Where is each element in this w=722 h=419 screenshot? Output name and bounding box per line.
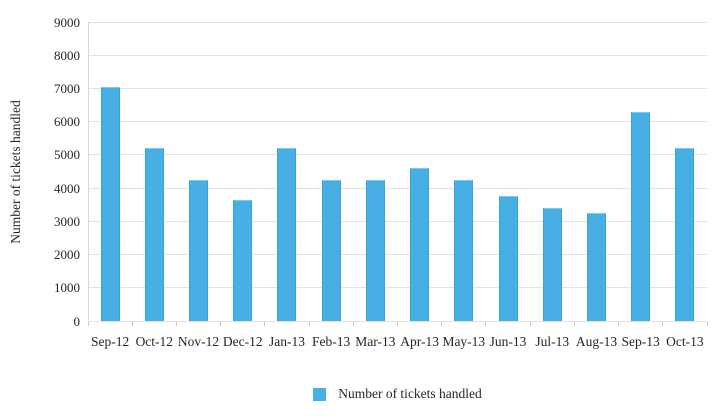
- x-tick-mark: [264, 322, 266, 326]
- bar-oct-12: [144, 148, 164, 321]
- y-tick-label: 6000: [54, 114, 80, 130]
- gridline: [88, 254, 707, 256]
- bar-feb-13: [321, 179, 341, 321]
- x-tick-mark: [220, 322, 222, 326]
- x-tick-label: Nov-12: [177, 334, 220, 349]
- x-tick-mark: [175, 322, 177, 326]
- x-tick-label: Jun-13: [489, 334, 527, 349]
- x-tick-label: Jul-13: [535, 334, 570, 349]
- y-axis-title: Number of tickets handled: [8, 100, 23, 244]
- legend-swatch: [313, 387, 327, 401]
- gridline: [88, 320, 707, 322]
- x-tick-mark: [662, 322, 664, 326]
- x-tick-mark: [87, 322, 89, 326]
- bar-apr-13: [410, 168, 430, 321]
- bar-aug-13: [586, 213, 606, 321]
- x-tick-mark: [441, 322, 443, 326]
- x-tick-mark: [308, 322, 310, 326]
- x-tick-label: Oct-12: [135, 334, 174, 349]
- gridline: [88, 54, 707, 56]
- x-tick-mark: [529, 322, 531, 326]
- gridline: [88, 154, 707, 156]
- bar-dec-12: [233, 199, 253, 321]
- gridline: [88, 287, 707, 289]
- y-tick-label: 7000: [54, 80, 80, 96]
- x-tick-mark: [485, 322, 487, 326]
- gridline: [88, 187, 707, 189]
- y-axis-line: [87, 22, 89, 321]
- bar-nov-12: [189, 179, 209, 321]
- bar-sep-13: [631, 111, 651, 321]
- y-tick-label: 0: [73, 313, 81, 329]
- y-tick-label: 5000: [54, 147, 80, 163]
- bar-mar-13: [365, 179, 385, 321]
- x-tick-mark: [573, 322, 575, 326]
- x-tick-label: Oct-13: [666, 334, 704, 349]
- x-tick-label: Jan-13: [268, 334, 305, 349]
- x-tick-mark: [397, 322, 398, 326]
- x-tick-label: Mar-13: [355, 334, 396, 349]
- gridline: [88, 121, 707, 123]
- gridline: [88, 87, 707, 89]
- legend-label: Number of tickets handled: [338, 386, 482, 401]
- y-tick-label: 1000: [54, 280, 80, 296]
- x-tick-label: Sep-12: [90, 334, 130, 349]
- x-tick-label: Apr-13: [400, 334, 439, 349]
- x-tick-label: Dec-12: [222, 334, 263, 349]
- bar-jan-13: [277, 148, 297, 321]
- x-tick-label: Sep-13: [621, 334, 660, 349]
- x-tick-label: Feb-13: [312, 334, 351, 349]
- x-tick-mark: [706, 322, 708, 326]
- x-tick-mark: [618, 322, 620, 326]
- y-tick-label: 9000: [54, 14, 80, 30]
- bar-jul-13: [542, 208, 562, 321]
- y-tick-label: 8000: [54, 47, 80, 63]
- y-tick-label: 4000: [54, 180, 80, 196]
- x-tick-label: May-13: [442, 334, 486, 349]
- bar-oct-13: [675, 148, 695, 321]
- bar-may-13: [454, 179, 474, 321]
- bar-sep-12: [100, 86, 120, 321]
- bar-jun-13: [498, 196, 518, 321]
- y-tick-label: 3000: [54, 213, 80, 229]
- x-tick-mark: [131, 322, 133, 326]
- x-tick-mark: [352, 322, 354, 326]
- y-tick-label: 2000: [54, 247, 80, 263]
- gridline: [88, 21, 707, 23]
- legend: Number of tickets handled: [88, 384, 707, 404]
- gridline: [88, 220, 707, 222]
- x-tick-label: Aug-13: [575, 334, 618, 349]
